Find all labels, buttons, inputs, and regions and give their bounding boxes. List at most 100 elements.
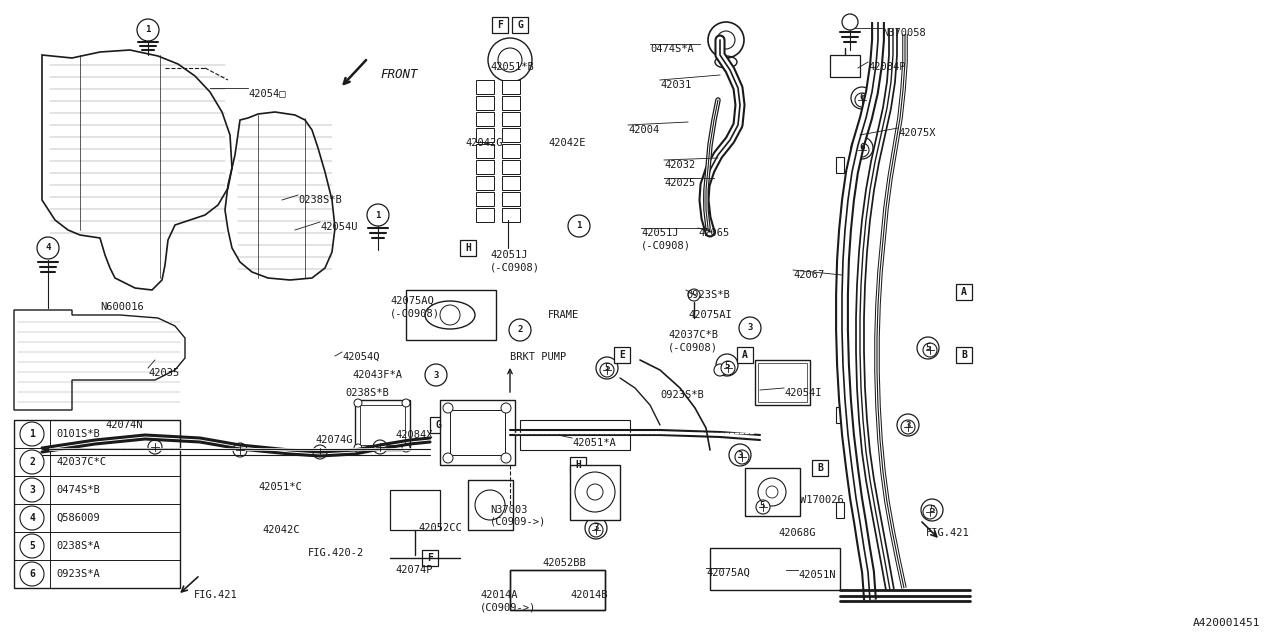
Text: G: G [517, 20, 524, 30]
Bar [509, 570, 605, 610]
Bar [502, 144, 520, 158]
Circle shape [20, 506, 44, 530]
Circle shape [498, 48, 522, 72]
Text: 3: 3 [737, 451, 742, 460]
Text: 3: 3 [748, 323, 753, 333]
Bar [737, 347, 753, 363]
Circle shape [714, 364, 726, 376]
Text: F: F [428, 553, 433, 563]
Bar [502, 128, 520, 142]
Text: (-C0908): (-C0908) [641, 240, 691, 250]
Text: 42084P: 42084P [868, 62, 905, 72]
Bar [614, 347, 630, 363]
Circle shape [923, 343, 937, 357]
Circle shape [922, 499, 943, 521]
Bar [758, 363, 806, 402]
Circle shape [355, 444, 362, 452]
Text: 42074N: 42074N [105, 420, 142, 430]
Text: 42051J: 42051J [641, 228, 678, 238]
Circle shape [730, 444, 751, 466]
Text: 42067: 42067 [794, 270, 824, 280]
Circle shape [488, 38, 532, 82]
Circle shape [568, 215, 590, 237]
Circle shape [425, 364, 447, 386]
Text: 42054I: 42054I [783, 388, 822, 398]
Circle shape [589, 523, 603, 537]
Bar [406, 290, 497, 340]
Bar [440, 400, 515, 465]
Circle shape [851, 137, 873, 159]
Bar [570, 465, 620, 520]
Bar [355, 400, 410, 450]
Text: 5: 5 [724, 360, 730, 369]
Text: 42074P: 42074P [396, 565, 433, 575]
Circle shape [721, 361, 735, 375]
Text: 0923S*B: 0923S*B [660, 390, 704, 400]
Bar [476, 208, 494, 222]
Bar [520, 420, 630, 450]
Text: (C0909->): (C0909->) [480, 602, 536, 612]
Circle shape [758, 478, 786, 506]
Text: 42014A: 42014A [480, 590, 517, 600]
Circle shape [842, 14, 858, 30]
Text: B: B [961, 350, 966, 360]
Circle shape [402, 444, 410, 452]
Bar [468, 480, 513, 530]
Text: (-C0908): (-C0908) [668, 342, 718, 352]
Circle shape [443, 403, 453, 413]
Bar [836, 502, 844, 518]
Bar [502, 208, 520, 222]
Circle shape [585, 517, 607, 539]
Bar [502, 176, 520, 190]
Bar [812, 460, 828, 476]
Text: 42052BB: 42052BB [541, 558, 586, 568]
Bar [829, 55, 860, 77]
Text: F: F [497, 20, 503, 30]
Bar [476, 96, 494, 110]
Text: A: A [742, 350, 748, 360]
Bar [512, 17, 529, 33]
Circle shape [20, 450, 44, 474]
Text: 42084X: 42084X [396, 430, 433, 440]
Bar [836, 407, 844, 423]
Text: 1: 1 [576, 221, 581, 230]
Bar [360, 405, 404, 445]
Text: W170026: W170026 [800, 495, 844, 505]
Text: (C0909->): (C0909->) [490, 517, 547, 527]
Text: 3: 3 [29, 485, 35, 495]
Circle shape [402, 399, 410, 407]
Circle shape [600, 363, 614, 377]
Text: 6: 6 [29, 569, 35, 579]
Text: FIG.421: FIG.421 [195, 590, 238, 600]
Text: 42074G: 42074G [315, 435, 352, 445]
Circle shape [855, 93, 869, 107]
Bar [476, 192, 494, 206]
Bar [956, 347, 972, 363]
Text: N600016: N600016 [100, 302, 143, 312]
Bar [451, 410, 506, 455]
Text: 3: 3 [905, 420, 910, 429]
Text: 0923S*A: 0923S*A [56, 569, 100, 579]
Text: 42035: 42035 [148, 368, 179, 378]
Circle shape [735, 450, 749, 464]
Text: BRKT PUMP: BRKT PUMP [509, 352, 566, 362]
Circle shape [901, 420, 915, 434]
Circle shape [355, 399, 362, 407]
Text: 42052CC: 42052CC [419, 523, 462, 533]
Bar [476, 176, 494, 190]
Text: 42075AQ: 42075AQ [390, 296, 434, 306]
Circle shape [689, 289, 700, 301]
Text: 0238S*A: 0238S*A [56, 541, 100, 551]
Text: 5: 5 [29, 541, 35, 551]
Circle shape [20, 478, 44, 502]
Text: N37003: N37003 [490, 505, 527, 515]
Bar [502, 192, 520, 206]
Circle shape [751, 494, 773, 516]
Circle shape [739, 317, 762, 339]
Text: 0923S*B: 0923S*B [686, 290, 730, 300]
Circle shape [716, 354, 739, 376]
Bar [390, 490, 440, 530]
Text: 1: 1 [29, 429, 35, 439]
Text: 42031: 42031 [660, 80, 691, 90]
Text: 0101S*B: 0101S*B [56, 429, 100, 439]
